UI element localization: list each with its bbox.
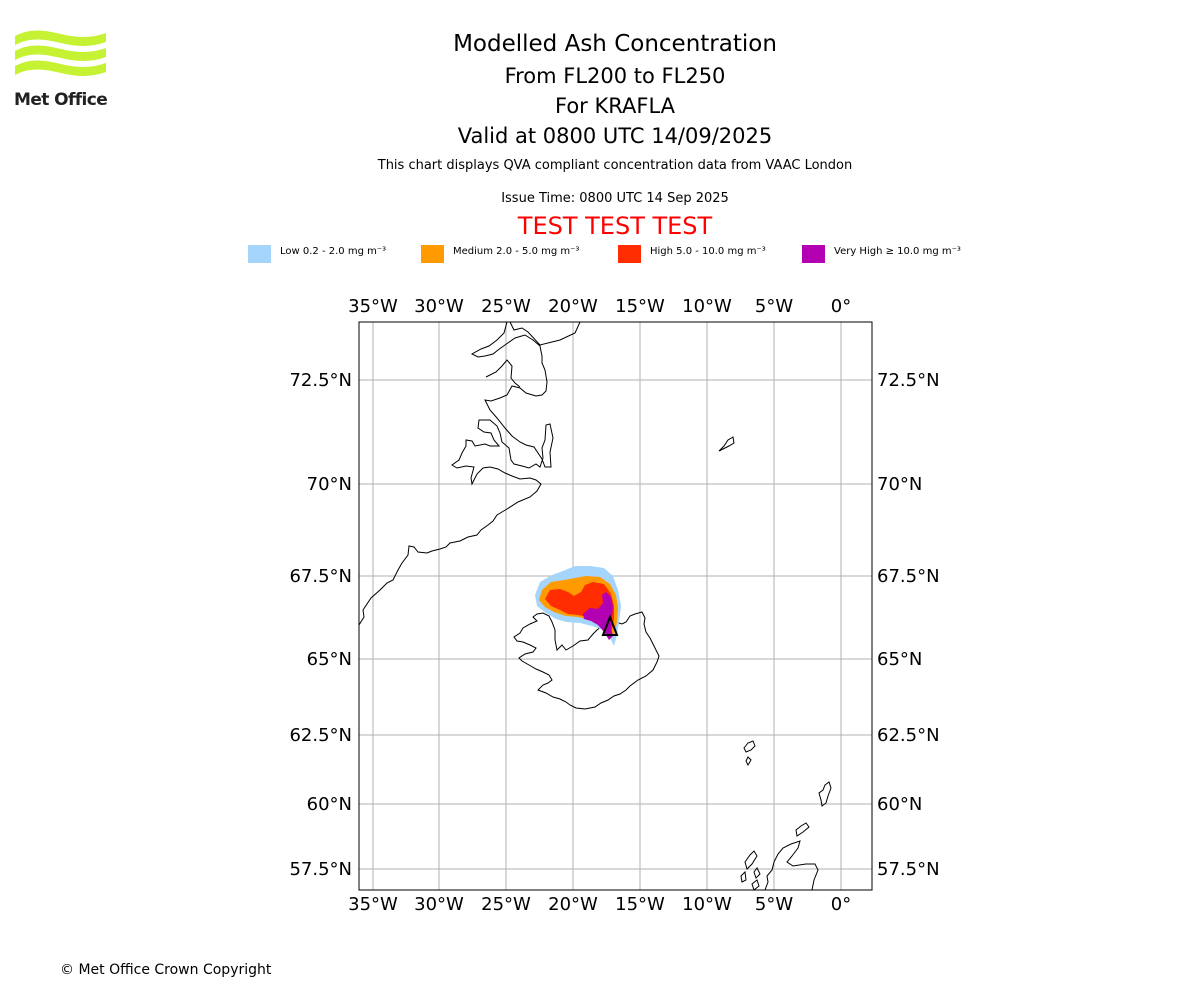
lon-tick-label-top-25-w: 25°W xyxy=(481,296,531,317)
coastline-greenland xyxy=(359,322,581,626)
issue-time: Issue Time: 0800 UTC 14 Sep 2025 xyxy=(501,191,729,206)
coastline-shetland xyxy=(818,781,832,807)
lon-tick-label-bottom-10-w: 10°W xyxy=(682,894,732,915)
lat-tick-label-right-60-n: 60°N xyxy=(877,794,922,815)
coastline-faroe-islands xyxy=(743,740,756,767)
tick-labels: 35°W 35°W 30°W 30°W 25°W 25°W 20°W 20°W 15°W 15°W… xyxy=(289,296,939,915)
valid-time: Valid at 0800 UTC 14/09/2025 xyxy=(457,124,773,148)
lat-tick-label-left-60-n: 60°N xyxy=(307,794,352,815)
copyright-notice: © Met Office Crown Copyright xyxy=(60,962,272,978)
coastline-orkney xyxy=(795,822,810,837)
lat-tick-label-right-72-5-n: 72.5°N xyxy=(877,370,940,391)
gridlines xyxy=(359,322,872,890)
lon-tick-label-bottom-5-w: 5°W xyxy=(755,894,793,915)
lon-tick-label-bottom-0: 0° xyxy=(831,894,851,915)
lat-tick-label-right-70-n: 70°N xyxy=(877,474,922,495)
lat-tick-label-right-67-5-n: 67.5°N xyxy=(877,566,940,587)
lat-tick-label-left-70-n: 70°N xyxy=(307,474,352,495)
lon-tick-label-top-20-w: 20°W xyxy=(548,296,598,317)
lon-tick-label-bottom-35-w: 35°W xyxy=(348,894,398,915)
coastline-greenland-inlet xyxy=(485,359,521,388)
lon-tick-label-bottom-20-w: 20°W xyxy=(548,894,598,915)
lon-tick-label-bottom-25-w: 25°W xyxy=(481,894,531,915)
lat-tick-label-left-67-5-n: 67.5°N xyxy=(289,566,352,587)
lon-tick-label-bottom-30-w: 30°W xyxy=(414,894,464,915)
lat-tick-label-left-72-5-n: 72.5°N xyxy=(289,370,352,391)
lon-tick-label-top-10-w: 10°W xyxy=(682,296,732,317)
volcano-name: For KRAFLA xyxy=(555,94,675,118)
legend-label-very-high: Very High ≥ 10.0 mg m⁻³ xyxy=(834,246,961,257)
legend-label-high: High 5.0 - 10.0 mg m⁻³ xyxy=(650,246,766,257)
lon-tick-label-bottom-15-w: 15°W xyxy=(615,894,665,915)
chart-titles: Modelled Ash Concentration From FL200 to… xyxy=(315,28,915,151)
legend-swatch-very-high xyxy=(802,245,825,263)
coastline-jan-mayen xyxy=(718,436,735,452)
lat-tick-label-left-62-5-n: 62.5°N xyxy=(289,725,352,746)
lat-tick-label-right-65-n: 65°N xyxy=(877,649,922,670)
lon-tick-label-top-0: 0° xyxy=(831,296,851,317)
triangle-icon xyxy=(601,614,619,636)
legend-swatch-high xyxy=(618,245,641,263)
legend-swatch-low xyxy=(248,245,271,263)
coastlines xyxy=(359,322,832,890)
coastline-scotland xyxy=(764,840,819,890)
lat-tick-label-right-57-5-n: 57.5°N xyxy=(877,859,940,880)
lat-tick-label-left-57-5-n: 57.5°N xyxy=(289,859,352,880)
test-banner: TEST TEST TEST xyxy=(517,212,713,240)
flight-level-range: From FL200 to FL250 xyxy=(504,64,726,88)
lon-tick-label-top-15-w: 15°W xyxy=(615,296,665,317)
logo-text: Met Office xyxy=(14,90,108,110)
lat-tick-label-right-62-5-n: 62.5°N xyxy=(877,725,940,746)
lon-tick-label-top-35-w: 35°W xyxy=(348,296,398,317)
lon-tick-label-top-5-w: 5°W xyxy=(755,296,793,317)
legend-label-medium: Medium 2.0 - 5.0 mg m⁻³ xyxy=(453,246,580,257)
met-office-logo-icon xyxy=(15,30,106,76)
chart-title: Modelled Ash Concentration xyxy=(453,31,777,57)
chart-description: This chart displays QVA compliant concen… xyxy=(377,158,853,173)
lon-tick-label-top-30-w: 30°W xyxy=(414,296,464,317)
ash-plume xyxy=(535,566,621,646)
legend-label-low: Low 0.2 - 2.0 mg m⁻³ xyxy=(280,246,387,257)
map-frame xyxy=(358,321,873,891)
coastline-hebrides xyxy=(740,850,761,890)
legend-swatch-medium xyxy=(421,245,444,263)
coastline-iceland xyxy=(513,611,660,710)
lat-tick-label-left-65-n: 65°N xyxy=(307,649,352,670)
